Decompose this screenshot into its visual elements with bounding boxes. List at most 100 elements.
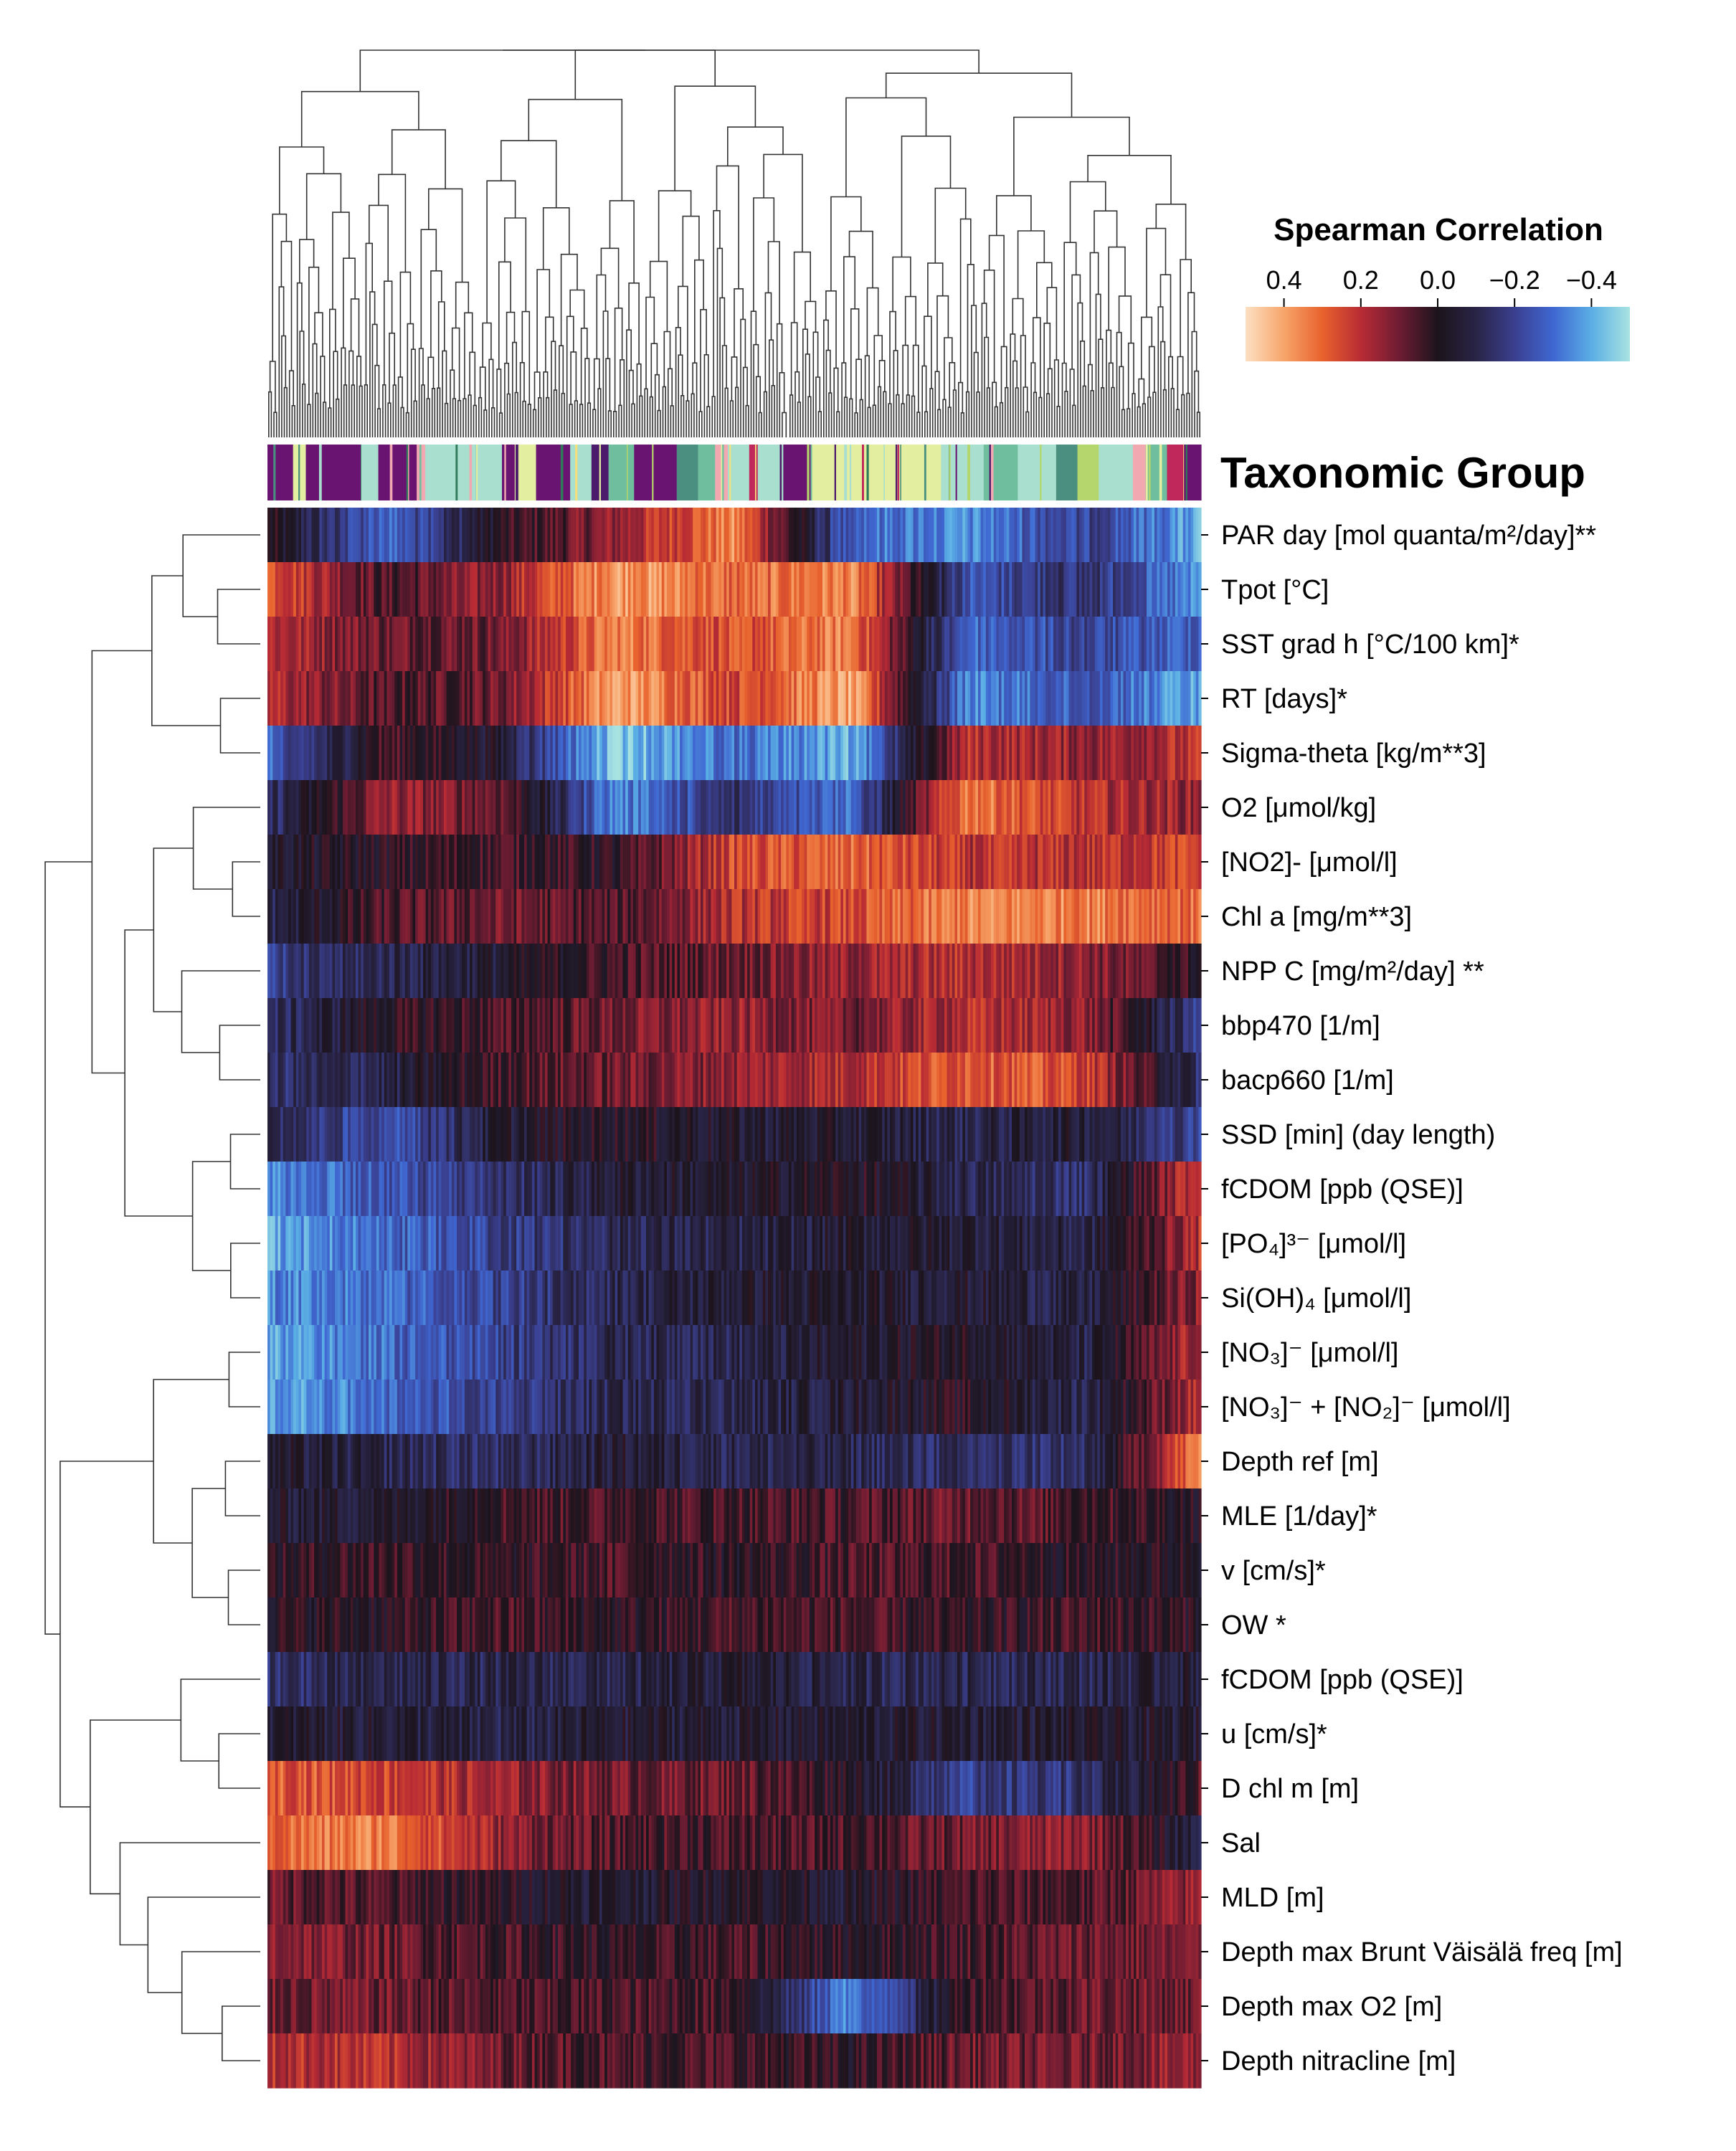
heatmap-cell bbox=[1045, 780, 1049, 835]
heatmap-cell bbox=[597, 671, 600, 726]
heatmap-cell bbox=[918, 889, 921, 944]
heatmap-cell bbox=[698, 835, 701, 890]
heatmap-cell bbox=[770, 835, 774, 890]
heatmap-cell bbox=[348, 671, 351, 726]
heatmap-cell bbox=[916, 998, 919, 1053]
column-dendrogram-link bbox=[528, 98, 623, 201]
heatmap-cell bbox=[521, 726, 525, 781]
heatmap-cell bbox=[1190, 508, 1194, 563]
heatmap-cell bbox=[640, 889, 645, 944]
heatmap-cell bbox=[845, 508, 849, 563]
heatmap-cell bbox=[871, 1053, 875, 1108]
column-dendrogram-link bbox=[650, 343, 658, 397]
heatmap-cell bbox=[876, 889, 881, 944]
heatmap-cell bbox=[539, 617, 543, 672]
column-dendrogram-link bbox=[418, 348, 424, 437]
heatmap-cell bbox=[550, 780, 554, 835]
heatmap-cell bbox=[677, 944, 680, 999]
heatmap-cell bbox=[625, 671, 629, 726]
heatmap-cell bbox=[573, 671, 577, 726]
heatmap-cell bbox=[812, 944, 815, 999]
heatmap-cell bbox=[1167, 835, 1171, 890]
heatmap-cell bbox=[934, 889, 937, 944]
heatmap-cell bbox=[952, 726, 956, 781]
heatmap-cell bbox=[316, 508, 320, 563]
heatmap-cell bbox=[625, 889, 629, 944]
taxonomic-group-streak bbox=[1159, 445, 1162, 500]
heatmap-cell bbox=[765, 562, 769, 617]
heatmap-cell bbox=[954, 671, 958, 726]
heatmap-cell bbox=[1086, 889, 1091, 944]
column-dendrogram-link bbox=[952, 389, 957, 437]
heatmap-cell bbox=[804, 889, 807, 944]
heatmap-cell bbox=[718, 889, 722, 944]
heatmap-cell bbox=[757, 508, 761, 563]
heatmap-cell bbox=[926, 508, 929, 563]
heatmap-cell bbox=[687, 998, 691, 1053]
heatmap-cell bbox=[1107, 780, 1111, 835]
heatmap-cell bbox=[778, 780, 782, 835]
heatmap-cell bbox=[1118, 562, 1121, 617]
heatmap-cell bbox=[402, 617, 406, 672]
heatmap-cell bbox=[827, 671, 831, 726]
heatmap-cell bbox=[594, 562, 597, 617]
heatmap-cell bbox=[817, 835, 820, 890]
heatmap-cell bbox=[319, 562, 323, 617]
heatmap-cell bbox=[501, 1107, 504, 1162]
heatmap-cell bbox=[597, 780, 600, 835]
heatmap-cell bbox=[695, 617, 698, 672]
heatmap-cell bbox=[454, 1162, 457, 1217]
heatmap-cell bbox=[640, 944, 645, 999]
heatmap-cell bbox=[376, 835, 380, 890]
heatmap-cell bbox=[516, 671, 520, 726]
heatmap-cell bbox=[1159, 671, 1163, 726]
heatmap-cell bbox=[970, 944, 974, 999]
heatmap-cell bbox=[926, 998, 929, 1053]
heatmap-cell bbox=[640, 562, 645, 617]
heatmap-cell bbox=[734, 508, 738, 563]
heatmap-cell bbox=[547, 780, 551, 835]
heatmap-cell bbox=[467, 508, 470, 563]
heatmap-cell bbox=[993, 617, 997, 672]
heatmap-cell bbox=[353, 562, 356, 617]
heatmap-cell bbox=[1099, 1053, 1104, 1108]
heatmap-cell bbox=[770, 726, 774, 781]
heatmap-cell bbox=[929, 617, 932, 672]
heatmap-cell bbox=[853, 780, 857, 835]
heatmap-cell bbox=[550, 944, 554, 999]
heatmap-cell bbox=[477, 726, 481, 781]
heatmap-cell bbox=[420, 562, 424, 617]
heatmap-cell bbox=[729, 835, 732, 890]
heatmap-cell bbox=[308, 726, 313, 781]
heatmap-cell bbox=[781, 726, 784, 781]
heatmap-cell bbox=[493, 780, 496, 835]
heatmap-cell bbox=[1126, 1107, 1129, 1162]
heatmap-cell bbox=[531, 889, 536, 944]
column-dendrogram-link bbox=[936, 295, 949, 372]
heatmap-cell bbox=[571, 617, 574, 672]
heatmap-cell bbox=[804, 835, 807, 890]
heatmap-cell bbox=[409, 889, 414, 944]
heatmap-cell bbox=[711, 617, 714, 672]
heatmap-cell bbox=[389, 617, 393, 672]
heatmap-cell bbox=[1115, 944, 1119, 999]
heatmap-cell bbox=[1177, 508, 1181, 563]
heatmap-cell bbox=[910, 835, 914, 890]
heatmap-cell bbox=[379, 1162, 382, 1217]
heatmap-cell bbox=[1099, 780, 1104, 835]
heatmap-cell bbox=[1019, 889, 1023, 944]
heatmap-cell bbox=[921, 671, 924, 726]
heatmap-cell bbox=[998, 889, 1002, 944]
heatmap-cell bbox=[308, 1053, 313, 1108]
taxonomic-group-streak bbox=[575, 445, 578, 500]
heatmap-cell bbox=[568, 671, 571, 726]
heatmap-cell bbox=[573, 889, 577, 944]
heatmap-cell bbox=[542, 1162, 546, 1217]
heatmap-cell bbox=[1165, 835, 1168, 890]
heatmap-cell bbox=[892, 508, 896, 563]
heatmap-cell bbox=[861, 617, 865, 672]
heatmap-cell bbox=[1038, 1053, 1041, 1108]
heatmap-cell bbox=[871, 508, 875, 563]
heatmap-cell bbox=[1175, 835, 1179, 890]
heatmap-cell bbox=[796, 780, 800, 835]
